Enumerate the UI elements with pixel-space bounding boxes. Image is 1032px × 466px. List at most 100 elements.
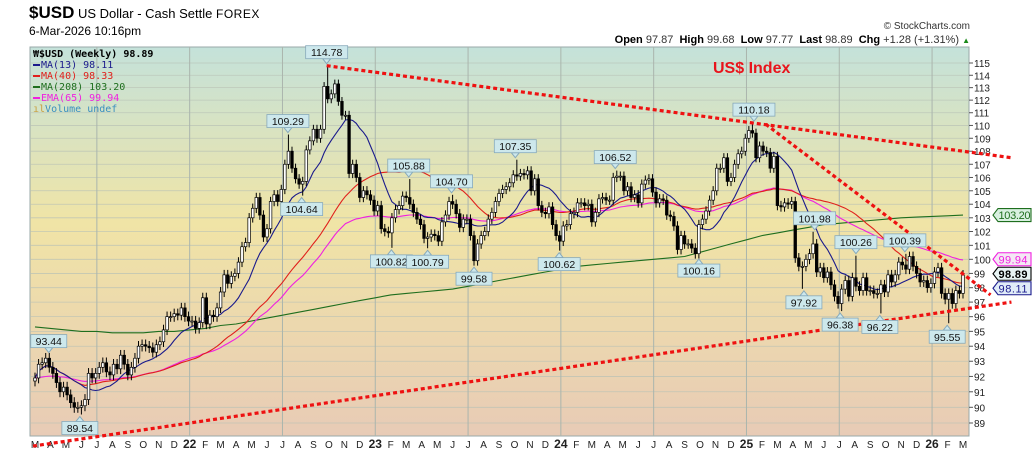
y-tick-label: 98	[974, 284, 986, 295]
tag-box	[992, 252, 1032, 267]
candle-body	[197, 322, 201, 329]
candle-body	[704, 210, 708, 220]
candle-body	[393, 209, 398, 219]
trendlines	[32, 64, 1012, 448]
label-box	[834, 235, 878, 250]
candle-body	[911, 256, 915, 267]
trendline	[32, 300, 1012, 448]
candle-body	[333, 83, 337, 95]
candle-body	[665, 199, 669, 216]
chg-value: +1.28 (+1.31%)	[883, 34, 960, 46]
price-label: 89.54	[61, 415, 99, 435]
label-text: 100.16	[683, 266, 715, 278]
candle-body	[515, 174, 519, 177]
candle-body	[133, 357, 137, 368]
candle-body	[525, 170, 530, 176]
y-tick-label: 107	[974, 160, 991, 171]
candle-body	[722, 157, 726, 169]
y-tick-label: 105	[974, 187, 991, 198]
candle-body	[76, 406, 80, 409]
x-tick-label: M	[247, 440, 255, 451]
candle-body	[682, 235, 687, 245]
candle-body	[675, 225, 680, 250]
candle-body	[757, 145, 762, 159]
candle-body	[179, 307, 183, 316]
low-label: Low	[740, 34, 763, 46]
price-label: 109.29	[266, 114, 310, 134]
candle-body	[422, 224, 426, 239]
candle-body	[276, 194, 280, 202]
candle-body	[707, 199, 712, 212]
candle-body	[176, 313, 180, 316]
candle-body	[579, 202, 583, 205]
candle-body	[436, 235, 440, 242]
candle-body	[268, 201, 273, 230]
candle-body	[104, 362, 109, 373]
candle-body	[729, 177, 733, 182]
x-tick-label: M	[402, 440, 410, 451]
candle-body	[136, 345, 141, 359]
x-tick-label: J	[265, 440, 270, 451]
candle-body	[183, 307, 187, 318]
candle-body	[918, 273, 922, 283]
label-text: 106.52	[599, 152, 631, 164]
candle-body	[408, 197, 412, 205]
candle-body	[283, 163, 287, 190]
candle-body	[429, 233, 433, 238]
label-text: 105.88	[393, 161, 425, 173]
symbol: $USD	[29, 3, 75, 22]
candle-body	[233, 273, 237, 277]
candle-body	[61, 386, 66, 393]
x-tick-label: D	[913, 440, 920, 451]
x-tick-label: A	[604, 440, 611, 451]
candle-body	[889, 274, 894, 283]
x-tick-label: F	[944, 440, 950, 451]
candle-body	[686, 243, 690, 246]
candle-body	[622, 175, 626, 192]
candle-body	[454, 203, 458, 215]
candle-body	[154, 344, 159, 353]
candle-body	[383, 228, 387, 232]
last-value: 98.89	[825, 34, 853, 46]
candle-body	[618, 175, 623, 178]
price-label: 100.16	[677, 258, 721, 278]
candle-body	[872, 290, 876, 294]
candle-body	[732, 163, 737, 178]
candle-body	[904, 264, 908, 270]
tag-text: 99.94	[999, 254, 1028, 266]
label-box	[785, 295, 823, 310]
price-label: 95.55	[928, 324, 966, 344]
x-tick-label: J	[450, 440, 455, 451]
candle-body	[497, 193, 501, 202]
price-label: 100.82	[370, 249, 413, 268]
right-axis-tags: 103.20 99.94 98.89 98.11	[992, 208, 1032, 296]
y-tick-label: 114	[974, 71, 990, 82]
candle-body	[243, 242, 248, 248]
candle-body	[668, 214, 672, 217]
candle-body	[854, 277, 858, 287]
candle-body	[151, 347, 155, 353]
candle-body	[222, 274, 226, 293]
candle-body	[697, 224, 701, 255]
candle-body	[400, 195, 405, 206]
candle-body	[358, 177, 362, 198]
candle-body	[914, 266, 919, 274]
candle-body	[461, 218, 465, 228]
chg-label: Chg	[858, 34, 881, 46]
candle-body	[186, 316, 191, 322]
candle-body	[711, 190, 715, 201]
candle-body	[475, 243, 480, 262]
tag-text: 98.11	[999, 283, 1028, 295]
x-tick-label: D	[171, 440, 178, 451]
x-tick-label: A	[418, 440, 425, 451]
candle-body	[765, 150, 769, 153]
candle-body	[629, 186, 633, 198]
x-tick-label: N	[712, 440, 719, 451]
x-tick-label: 26	[925, 437, 939, 451]
candle-body	[33, 377, 37, 382]
candle-body	[372, 199, 376, 212]
candle-body	[529, 170, 533, 192]
label-box	[928, 329, 966, 344]
candle-body	[804, 258, 808, 267]
